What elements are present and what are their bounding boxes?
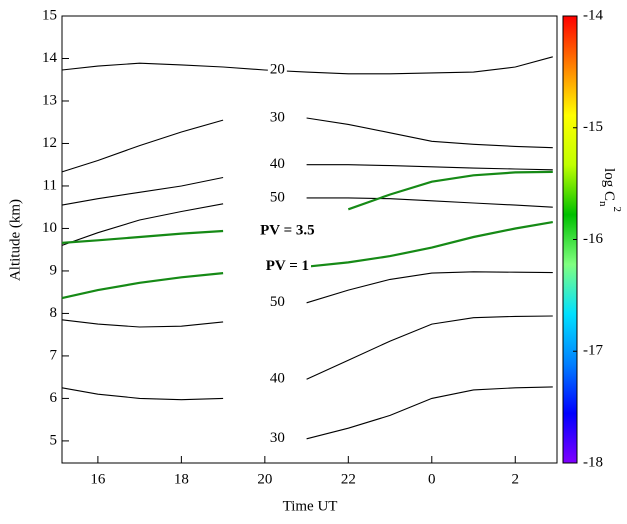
colorbar-tick-label: -14 — [583, 7, 603, 23]
y-tick-label: 10 — [42, 220, 57, 236]
y-tick-label: 15 — [42, 7, 57, 23]
x-tick-label: 0 — [428, 471, 436, 487]
y-tick-label: 6 — [50, 390, 58, 406]
contour-label: 50 — [270, 294, 285, 310]
contour-line — [61, 197, 553, 246]
contour-label: 50 — [270, 189, 285, 205]
x-tick-label: 20 — [257, 471, 272, 487]
colorbar-label-sup: 2 — [611, 206, 623, 212]
plot-frame — [61, 15, 558, 464]
contour-label-bg — [267, 156, 287, 173]
colorbar-label-text: log C — [601, 168, 617, 201]
contour-label-bg — [258, 222, 317, 239]
y-tick-label: 11 — [43, 177, 57, 193]
x-tick-label: 2 — [512, 471, 520, 487]
contour-line — [61, 164, 553, 206]
colorbar-tick-label: -15 — [583, 119, 603, 135]
x-tick-label: 18 — [174, 471, 189, 487]
y-tick-label: 7 — [50, 347, 58, 363]
contour-label-bg — [267, 109, 287, 126]
contour-label: 40 — [270, 156, 285, 172]
contour-label-bg — [267, 61, 287, 78]
contour-line — [61, 315, 553, 401]
y-tick-label: 8 — [50, 305, 58, 321]
contour-label: 40 — [270, 371, 285, 387]
x-tick-label: 22 — [341, 471, 356, 487]
colorbar-tick-label: -17 — [583, 343, 603, 359]
contour-line — [61, 56, 553, 75]
contour-label: 20 — [270, 61, 285, 77]
colorbar-label-sub: n — [597, 201, 609, 207]
contour-label: 30 — [270, 430, 285, 446]
colorbar-tick-label: -16 — [583, 231, 603, 247]
contour-line — [61, 221, 553, 300]
x-tick-label: 16 — [90, 471, 106, 487]
contour-line — [61, 170, 553, 244]
contour-label-bg — [267, 294, 287, 311]
y-tick-label: 13 — [42, 92, 57, 108]
contour-line — [61, 271, 553, 328]
y-axis-label: Altitude (km) — [7, 199, 23, 281]
colorbar-tick-label: -18 — [583, 454, 603, 470]
contour-label: PV = 3.5 — [260, 222, 315, 238]
colorbar-label: log Cn2 — [597, 168, 623, 212]
contour-label-bg — [267, 370, 287, 387]
contour-line — [61, 117, 553, 173]
contour-label-bg — [267, 189, 287, 206]
y-tick-label: 9 — [50, 262, 58, 278]
y-tick-label: 12 — [42, 135, 57, 151]
contour-label: PV = 1 — [266, 258, 309, 274]
contour-line — [306, 386, 553, 440]
x-axis-label: Time UT — [283, 498, 338, 514]
contour-label-bg — [267, 430, 287, 447]
y-tick-label: 5 — [50, 432, 58, 448]
contour-label: 30 — [270, 109, 285, 125]
y-tick-label: 14 — [42, 50, 58, 66]
contour-label-bg — [263, 258, 312, 275]
